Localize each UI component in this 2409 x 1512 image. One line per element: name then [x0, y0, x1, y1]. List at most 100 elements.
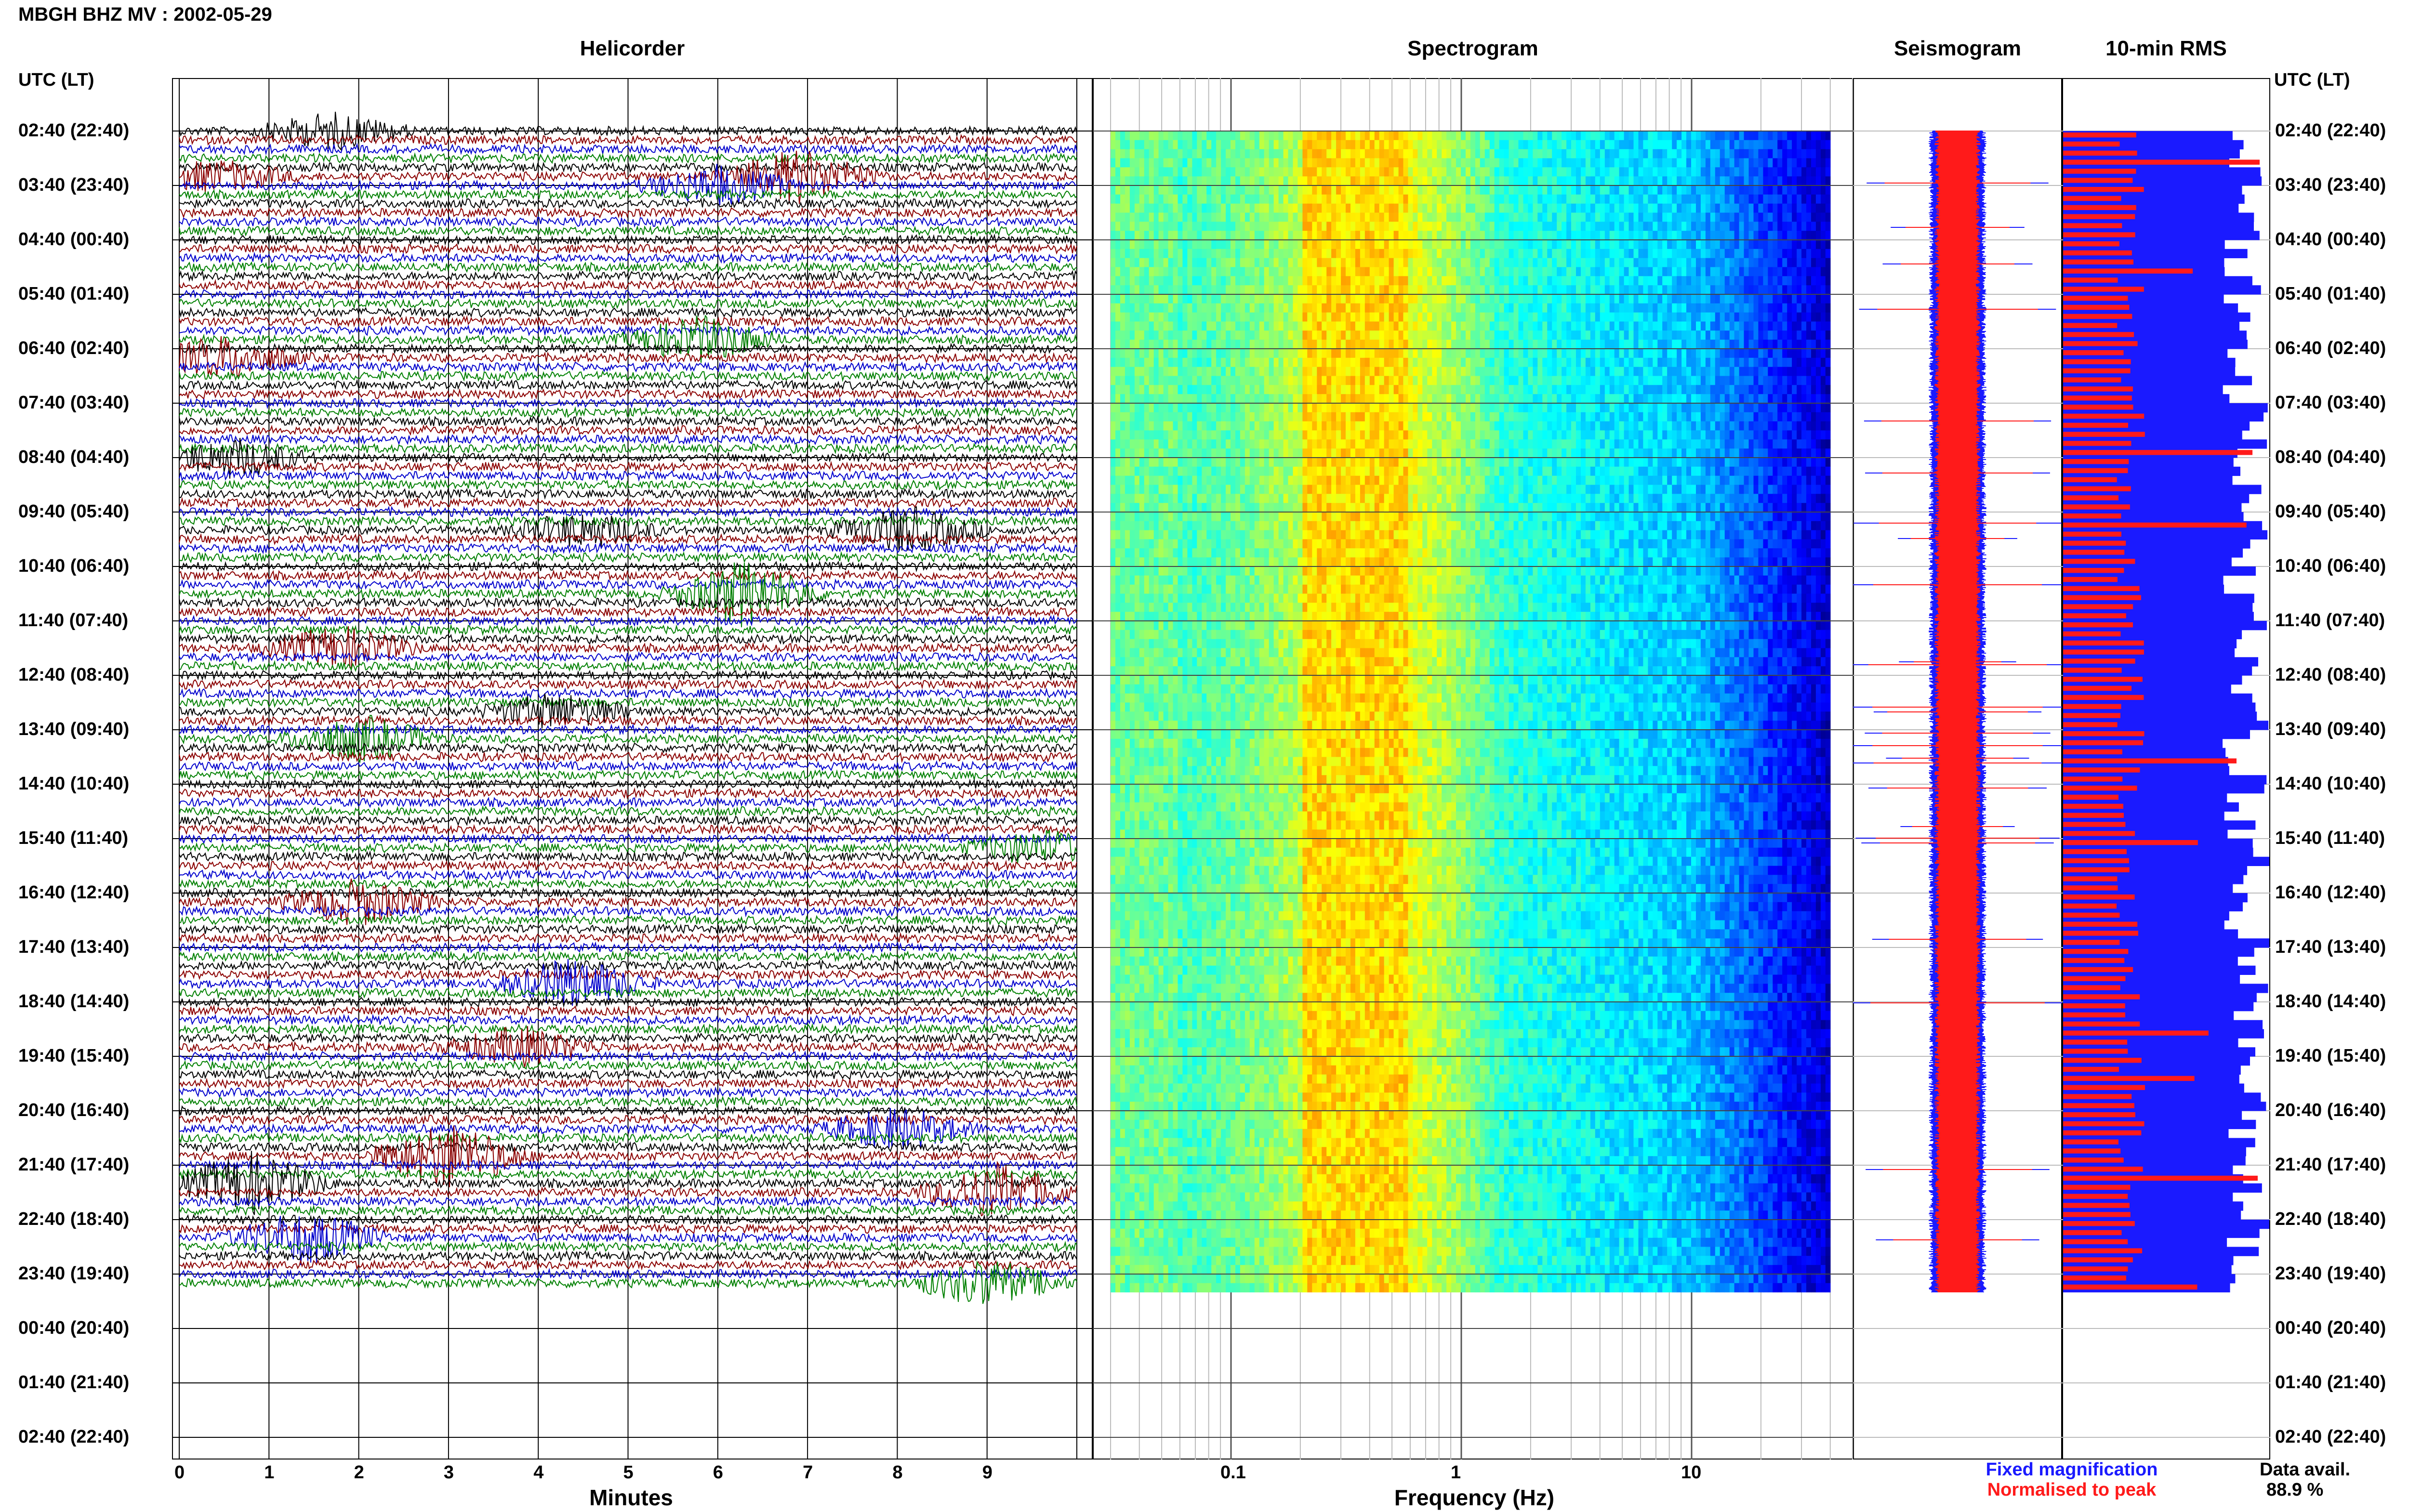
spectrogram-cell [1782, 185, 1787, 195]
spectrogram-cell [1115, 140, 1121, 149]
spectrogram-cell [1432, 294, 1437, 303]
spectrogram-cell [1777, 403, 1783, 412]
spectrogram-cell [1413, 358, 1418, 367]
spectrogram-cell [1336, 204, 1341, 213]
spectrogram-cell [1686, 358, 1692, 367]
spectrogram-cell [1417, 258, 1423, 267]
spectrogram-cell [1293, 167, 1298, 176]
spectrogram-cell [1130, 376, 1135, 385]
spectrogram-cell [1370, 167, 1375, 176]
spectrogram-cell [1168, 412, 1174, 421]
spectrogram-cell [1710, 313, 1716, 322]
spectrogram-cell [1504, 167, 1509, 176]
spectrogram-cell [1475, 249, 1481, 258]
spectrogram-cell [1466, 303, 1471, 313]
spectrogram-cell [1730, 231, 1735, 240]
spectrogram-cell [1826, 267, 1831, 276]
spectrogram-cell [1413, 303, 1418, 313]
spectrogram-cell [1346, 412, 1351, 421]
spectrogram-cell [1681, 285, 1687, 294]
spectrogram-cell [1173, 285, 1178, 294]
spectrogram-cell [1816, 249, 1821, 258]
spectrogram-cell [1552, 167, 1557, 176]
spectrogram-cell [1542, 367, 1548, 376]
spectrogram-cell [1307, 131, 1312, 140]
spectrogram-cell [1653, 231, 1658, 240]
spectrogram-cell [1226, 412, 1231, 421]
spectrogram-cell [1370, 276, 1375, 285]
spectrogram-cell [1763, 267, 1768, 276]
spectrogram-cell [1164, 376, 1169, 385]
spectrogram-cell [1442, 303, 1447, 313]
spectrogram-cell [1739, 185, 1745, 195]
spectrogram-cell [1528, 176, 1533, 185]
spectrogram-cell [1509, 231, 1514, 240]
spectrogram-cell [1221, 403, 1226, 412]
spectrogram-cell [1202, 385, 1207, 394]
spectrogram-cell [1581, 322, 1586, 331]
spectrogram-cell [1279, 294, 1284, 303]
spectrogram-cell [1696, 249, 1701, 258]
spectrogram-cell [1696, 213, 1701, 222]
spectrogram-cell [1336, 322, 1341, 331]
spectrogram-cell [1787, 294, 1792, 303]
spectrogram-cell [1523, 249, 1529, 258]
spectrogram-cell [1576, 322, 1581, 331]
spectrogram-cell [1274, 204, 1279, 213]
spectrogram-cell [1442, 249, 1447, 258]
spectrogram-cell [1120, 167, 1125, 176]
spectrogram-cell [1485, 358, 1490, 367]
spectrogram-cell [1130, 294, 1135, 303]
spectrogram-cell [1485, 140, 1490, 149]
spectrogram-cell [1341, 367, 1346, 376]
spectrogram-cell [1216, 231, 1221, 240]
spectrogram-cell [1480, 167, 1485, 176]
spectrogram-cell [1259, 285, 1265, 294]
spectrogram-cell [1811, 140, 1816, 149]
spectrogram-cell [1672, 385, 1677, 394]
spectrogram-cell [1624, 140, 1629, 149]
spectrogram-cell [1350, 140, 1356, 149]
spectrogram-cell [1629, 322, 1634, 331]
spectrogram-cell [1346, 285, 1351, 294]
spectrogram-cell [1264, 412, 1270, 421]
spectrogram-cell [1120, 313, 1125, 322]
spectrogram-cell [1187, 204, 1192, 213]
spectrogram-cell [1264, 258, 1270, 267]
spectrogram-cell [1216, 240, 1221, 249]
spectrogram-cell [1408, 213, 1414, 222]
spectrogram-cell [1240, 403, 1245, 412]
spectrogram-cell [1312, 340, 1317, 349]
spectrogram-cell [1566, 313, 1572, 322]
spectrogram-cell [1619, 258, 1625, 267]
spectrogram-cell [1691, 367, 1696, 376]
spectrogram-cell [1279, 303, 1284, 313]
spectrogram-cell [1773, 294, 1778, 303]
spectrogram-cell [1744, 313, 1749, 322]
spectrogram-cell [1437, 385, 1442, 394]
spectrogram-cell [1370, 176, 1375, 185]
spectrogram-cell [1442, 394, 1447, 403]
spectrogram-cell [1547, 303, 1552, 313]
spectrogram-cell [1725, 185, 1730, 195]
spectrogram-cell [1135, 349, 1140, 358]
spectrogram-cell [1326, 240, 1332, 249]
spectrogram-cell [1346, 276, 1351, 285]
spectrogram-cell [1605, 340, 1610, 349]
spectrogram-cell [1681, 204, 1687, 213]
spectrogram-cell [1255, 258, 1260, 267]
spectrogram-cell [1490, 195, 1495, 204]
spectrogram-cell [1250, 403, 1255, 412]
spectrogram-cell [1552, 240, 1557, 249]
spectrogram-cell [1519, 285, 1524, 294]
spectrogram-cell [1422, 349, 1428, 358]
spectrogram-cell [1691, 240, 1696, 249]
spectrogram-cell [1211, 231, 1217, 240]
spectrogram-cell [1355, 340, 1361, 349]
spectrogram-cell [1216, 385, 1221, 394]
spectrogram-cell [1279, 222, 1284, 231]
spectrogram-cell [1269, 385, 1274, 394]
spectrogram-cell [1379, 240, 1385, 249]
spectrogram-cell [1576, 249, 1581, 258]
spectrogram-cell [1470, 185, 1476, 195]
